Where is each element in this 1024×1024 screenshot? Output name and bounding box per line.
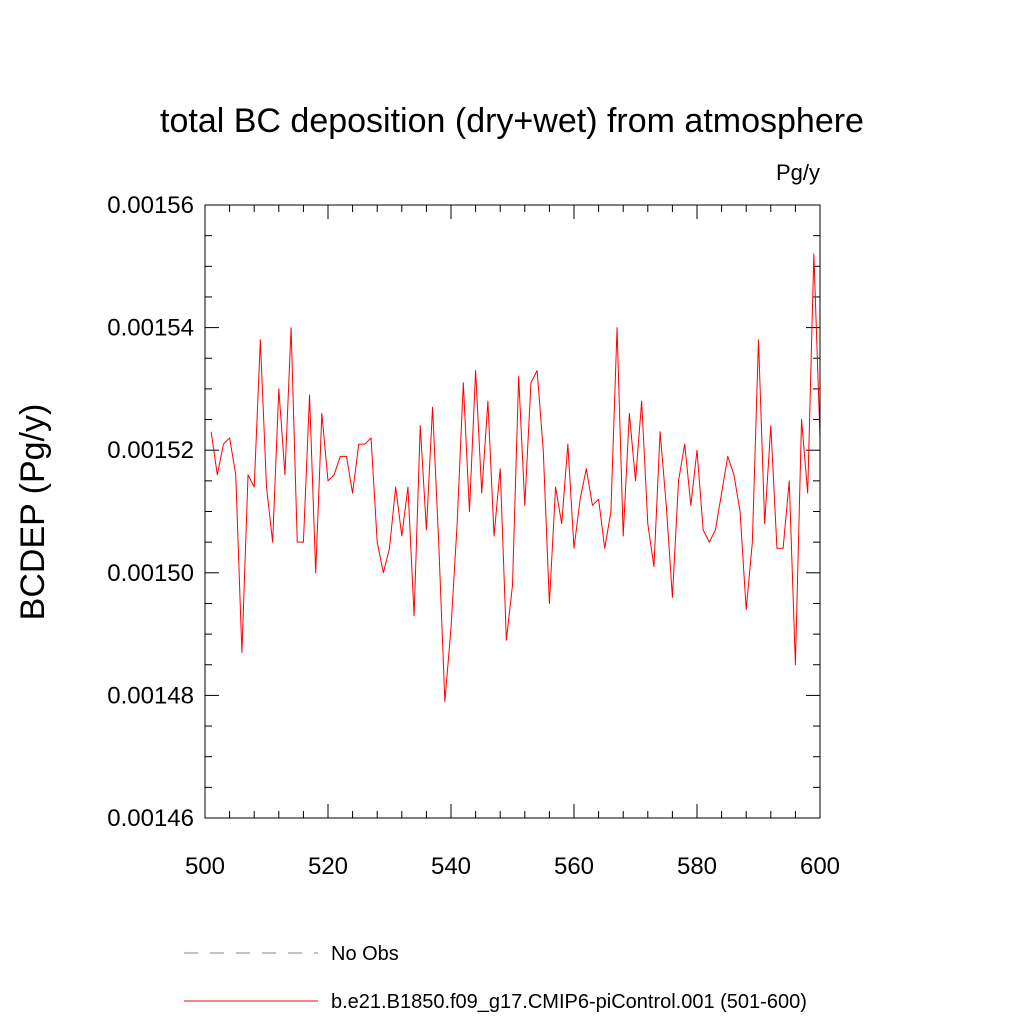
y-tick-label: 0.00152	[107, 437, 194, 464]
y-tick-label: 0.00148	[107, 682, 194, 709]
x-tick-label: 560	[554, 853, 594, 880]
y-axis-label: BCDEP (Pg/y)	[14, 404, 52, 621]
legend-label-no-obs: No Obs	[331, 943, 399, 965]
units-label: Pg/y	[776, 160, 820, 185]
chart-title: total BC deposition (dry+wet) from atmos…	[160, 102, 864, 140]
legend-label-model-run: b.e21.B1850.f09_g17.CMIP6-piControl.001 …	[331, 991, 807, 1013]
plot-frame	[204, 204, 821, 819]
x-tick-label: 500	[185, 853, 225, 880]
y-tick-label: 0.00156	[107, 192, 194, 219]
series-line	[210, 253, 821, 703]
y-tick-label: 0.00146	[107, 805, 194, 832]
plot-area: 500 520 540 560 580 600 0.00146 0.00148 0.00150…	[107, 192, 840, 880]
x-tick-labels: 500 520 540 560 580 600	[185, 853, 840, 880]
legend: No Obs b.e21.B1850.f09_g17.CMIP6-piContr…	[184, 943, 807, 1013]
y-tick-label: 0.00150	[107, 560, 194, 587]
y-tick-labels: 0.00146 0.00148 0.00150 0.00152 0.00154 0.001…	[107, 192, 194, 832]
x-tick-label: 540	[431, 853, 471, 880]
x-tick-label: 580	[677, 853, 717, 880]
x-tick-label: 600	[800, 853, 840, 880]
axis-ticks	[204, 204, 821, 819]
x-tick-label: 520	[308, 853, 348, 880]
y-tick-label: 0.00154	[107, 315, 194, 342]
